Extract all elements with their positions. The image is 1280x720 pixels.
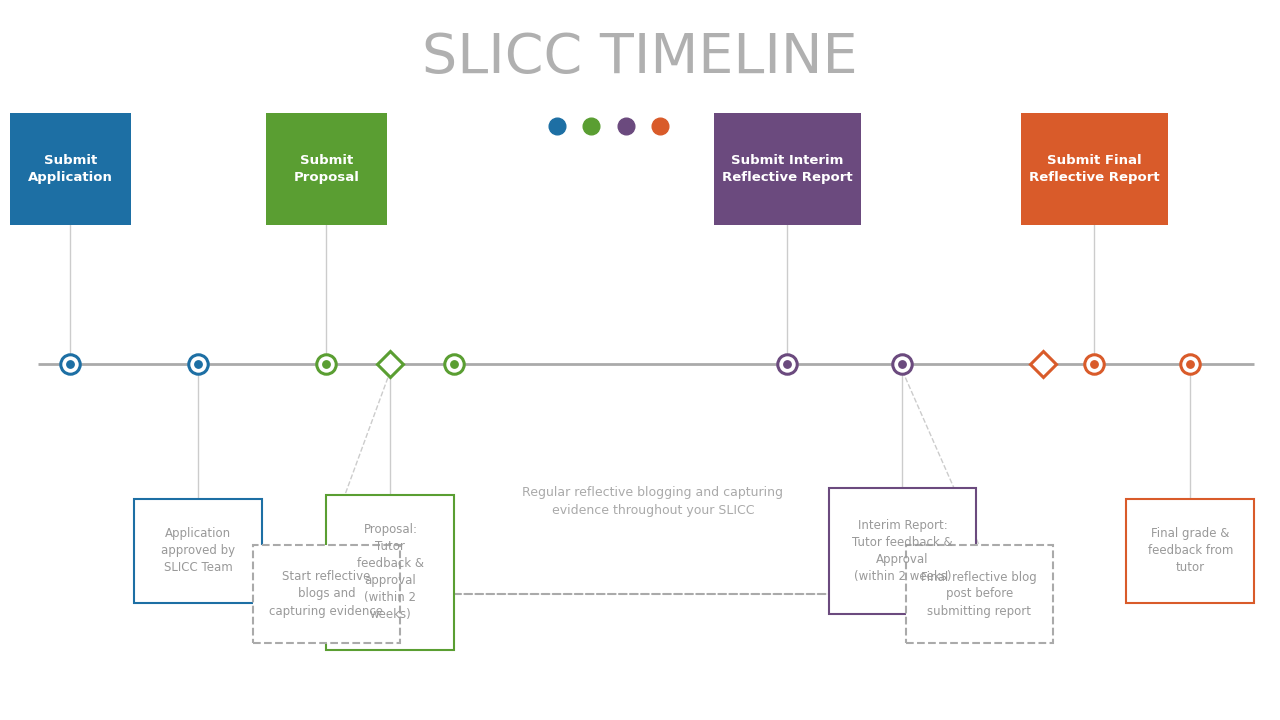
Text: Submit
Application: Submit Application xyxy=(28,154,113,184)
Text: Start reflective
blogs and
capturing evidence: Start reflective blogs and capturing evi… xyxy=(269,570,384,618)
FancyBboxPatch shape xyxy=(714,113,860,225)
FancyBboxPatch shape xyxy=(829,488,977,613)
FancyBboxPatch shape xyxy=(266,113,387,225)
Text: Final reflective blog
post before
submitting report: Final reflective blog post before submit… xyxy=(922,570,1037,618)
FancyBboxPatch shape xyxy=(1021,113,1169,225)
Text: Submit
Proposal: Submit Proposal xyxy=(293,154,360,184)
Text: Application
approved by
SLICC Team: Application approved by SLICC Team xyxy=(161,527,236,575)
Text: Submit Interim
Reflective Report: Submit Interim Reflective Report xyxy=(722,154,852,184)
FancyBboxPatch shape xyxy=(253,546,399,642)
FancyBboxPatch shape xyxy=(10,113,132,225)
FancyBboxPatch shape xyxy=(906,546,1052,642)
Text: SLICC TIMELINE: SLICC TIMELINE xyxy=(422,30,858,85)
Text: Submit Final
Reflective Report: Submit Final Reflective Report xyxy=(1029,154,1160,184)
Text: Interim Report:
Tutor feedback &
Approval
(within 2 weeks): Interim Report: Tutor feedback & Approva… xyxy=(852,519,952,582)
FancyBboxPatch shape xyxy=(1126,498,1254,603)
Text: Regular reflective blogging and capturing
evidence throughout your SLICC: Regular reflective blogging and capturin… xyxy=(522,485,783,517)
FancyBboxPatch shape xyxy=(134,498,262,603)
FancyBboxPatch shape xyxy=(326,495,454,649)
Text: Proposal:
Tutor
feedback &
approval
(within 2
weeks): Proposal: Tutor feedback & approval (wit… xyxy=(357,523,424,621)
Text: Final grade &
feedback from
tutor: Final grade & feedback from tutor xyxy=(1148,527,1233,575)
